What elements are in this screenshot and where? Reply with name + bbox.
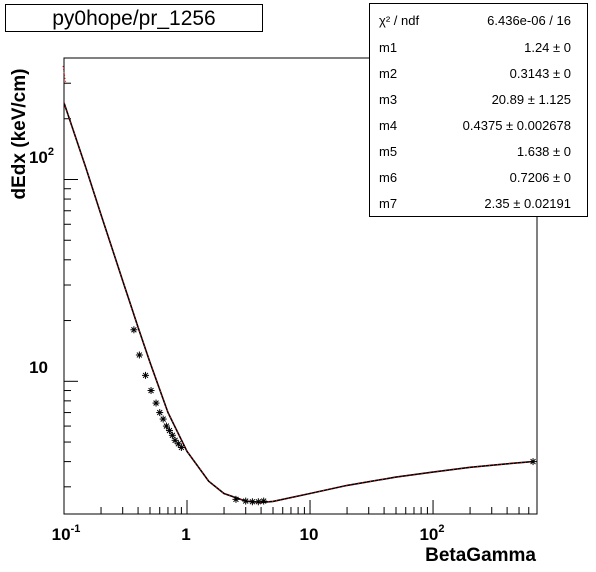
- stats-key: m2: [379, 66, 398, 81]
- stats-row-m2: m2 0.3143 ± 0: [370, 61, 587, 87]
- data-point: [147, 387, 155, 395]
- data-point: [152, 399, 160, 407]
- stats-value-chi2: 6.436e-06 / 16: [487, 13, 571, 28]
- data-point: [162, 422, 170, 430]
- data-point: [168, 431, 176, 439]
- data-point: [529, 458, 537, 466]
- y-axis-label: dEdx (keV/cm): [9, 68, 30, 200]
- data-points-layer: [130, 326, 537, 506]
- data-point: [135, 351, 143, 359]
- y-tick-label-2: 102: [29, 146, 54, 167]
- data-point: [260, 497, 268, 505]
- data-point: [142, 371, 150, 379]
- data-point: [165, 427, 173, 435]
- stats-value: 1.638 ± 0: [516, 144, 571, 159]
- stats-key: m1: [379, 40, 398, 55]
- stats-value: 0.4375 ± 0.002678: [462, 118, 571, 133]
- stats-value: 20.89 ± 1.125: [491, 92, 571, 107]
- stats-row-m4: m4 0.4375 ± 0.002678: [370, 113, 587, 139]
- stats-row-m1: m1 1.24 ± 0: [370, 35, 587, 61]
- stats-key: m4: [379, 118, 398, 133]
- stats-value: 1.24 ± 0: [524, 40, 571, 55]
- stats-value: 2.35 ± 0.02191: [484, 196, 571, 211]
- x-tick-label-2: 1: [181, 525, 190, 544]
- stats-row-m5: m5 1.638 ± 0: [370, 139, 587, 165]
- fit-curve-layer: [62, 65, 534, 504]
- data-point: [248, 498, 256, 506]
- stats-row-chi2: χ² / ndf 6.436e-06 / 16: [370, 8, 587, 34]
- x-axis-label: BetaGamma: [425, 545, 536, 566]
- y-tick-label-1: 10: [29, 358, 48, 377]
- stats-key-chi2: χ² / ndf: [379, 13, 420, 28]
- data-point: [254, 498, 262, 506]
- stats-key: m3: [379, 92, 398, 107]
- data-point: [242, 497, 250, 505]
- axis-ticks: [63, 57, 538, 514]
- x-tick-label-3: 10: [300, 525, 319, 544]
- data-point: [159, 415, 167, 423]
- stats-key: m6: [379, 170, 398, 185]
- data-point: [156, 409, 164, 417]
- fit-curve-line: [63, 102, 534, 504]
- plot-frame: [63, 57, 538, 515]
- stats-row-m6: m6 0.7206 ± 0: [370, 165, 587, 191]
- x-tick-label-1: 10-1: [52, 523, 81, 544]
- stats-value: 0.7206 ± 0: [509, 170, 571, 185]
- stats-box: χ² / ndf 6.436e-06 / 16 m1 1.24 ± 0 m2 0…: [369, 3, 588, 217]
- data-point: [177, 443, 185, 451]
- fit-curve-extension: [62, 65, 67, 85]
- stats-key: m5: [379, 144, 398, 159]
- data-point: [130, 326, 138, 334]
- chart-title: py0hope/pr_1256: [5, 4, 263, 32]
- stats-value: 0.3143 ± 0: [509, 66, 571, 81]
- stats-row-m3: m3 20.89 ± 1.125: [370, 87, 587, 113]
- x-tick-label-4: 102: [419, 523, 444, 544]
- data-point: [232, 495, 240, 503]
- stats-row-m7: m7 2.35 ± 0.02191: [370, 191, 587, 217]
- stats-key: m7: [379, 196, 398, 211]
